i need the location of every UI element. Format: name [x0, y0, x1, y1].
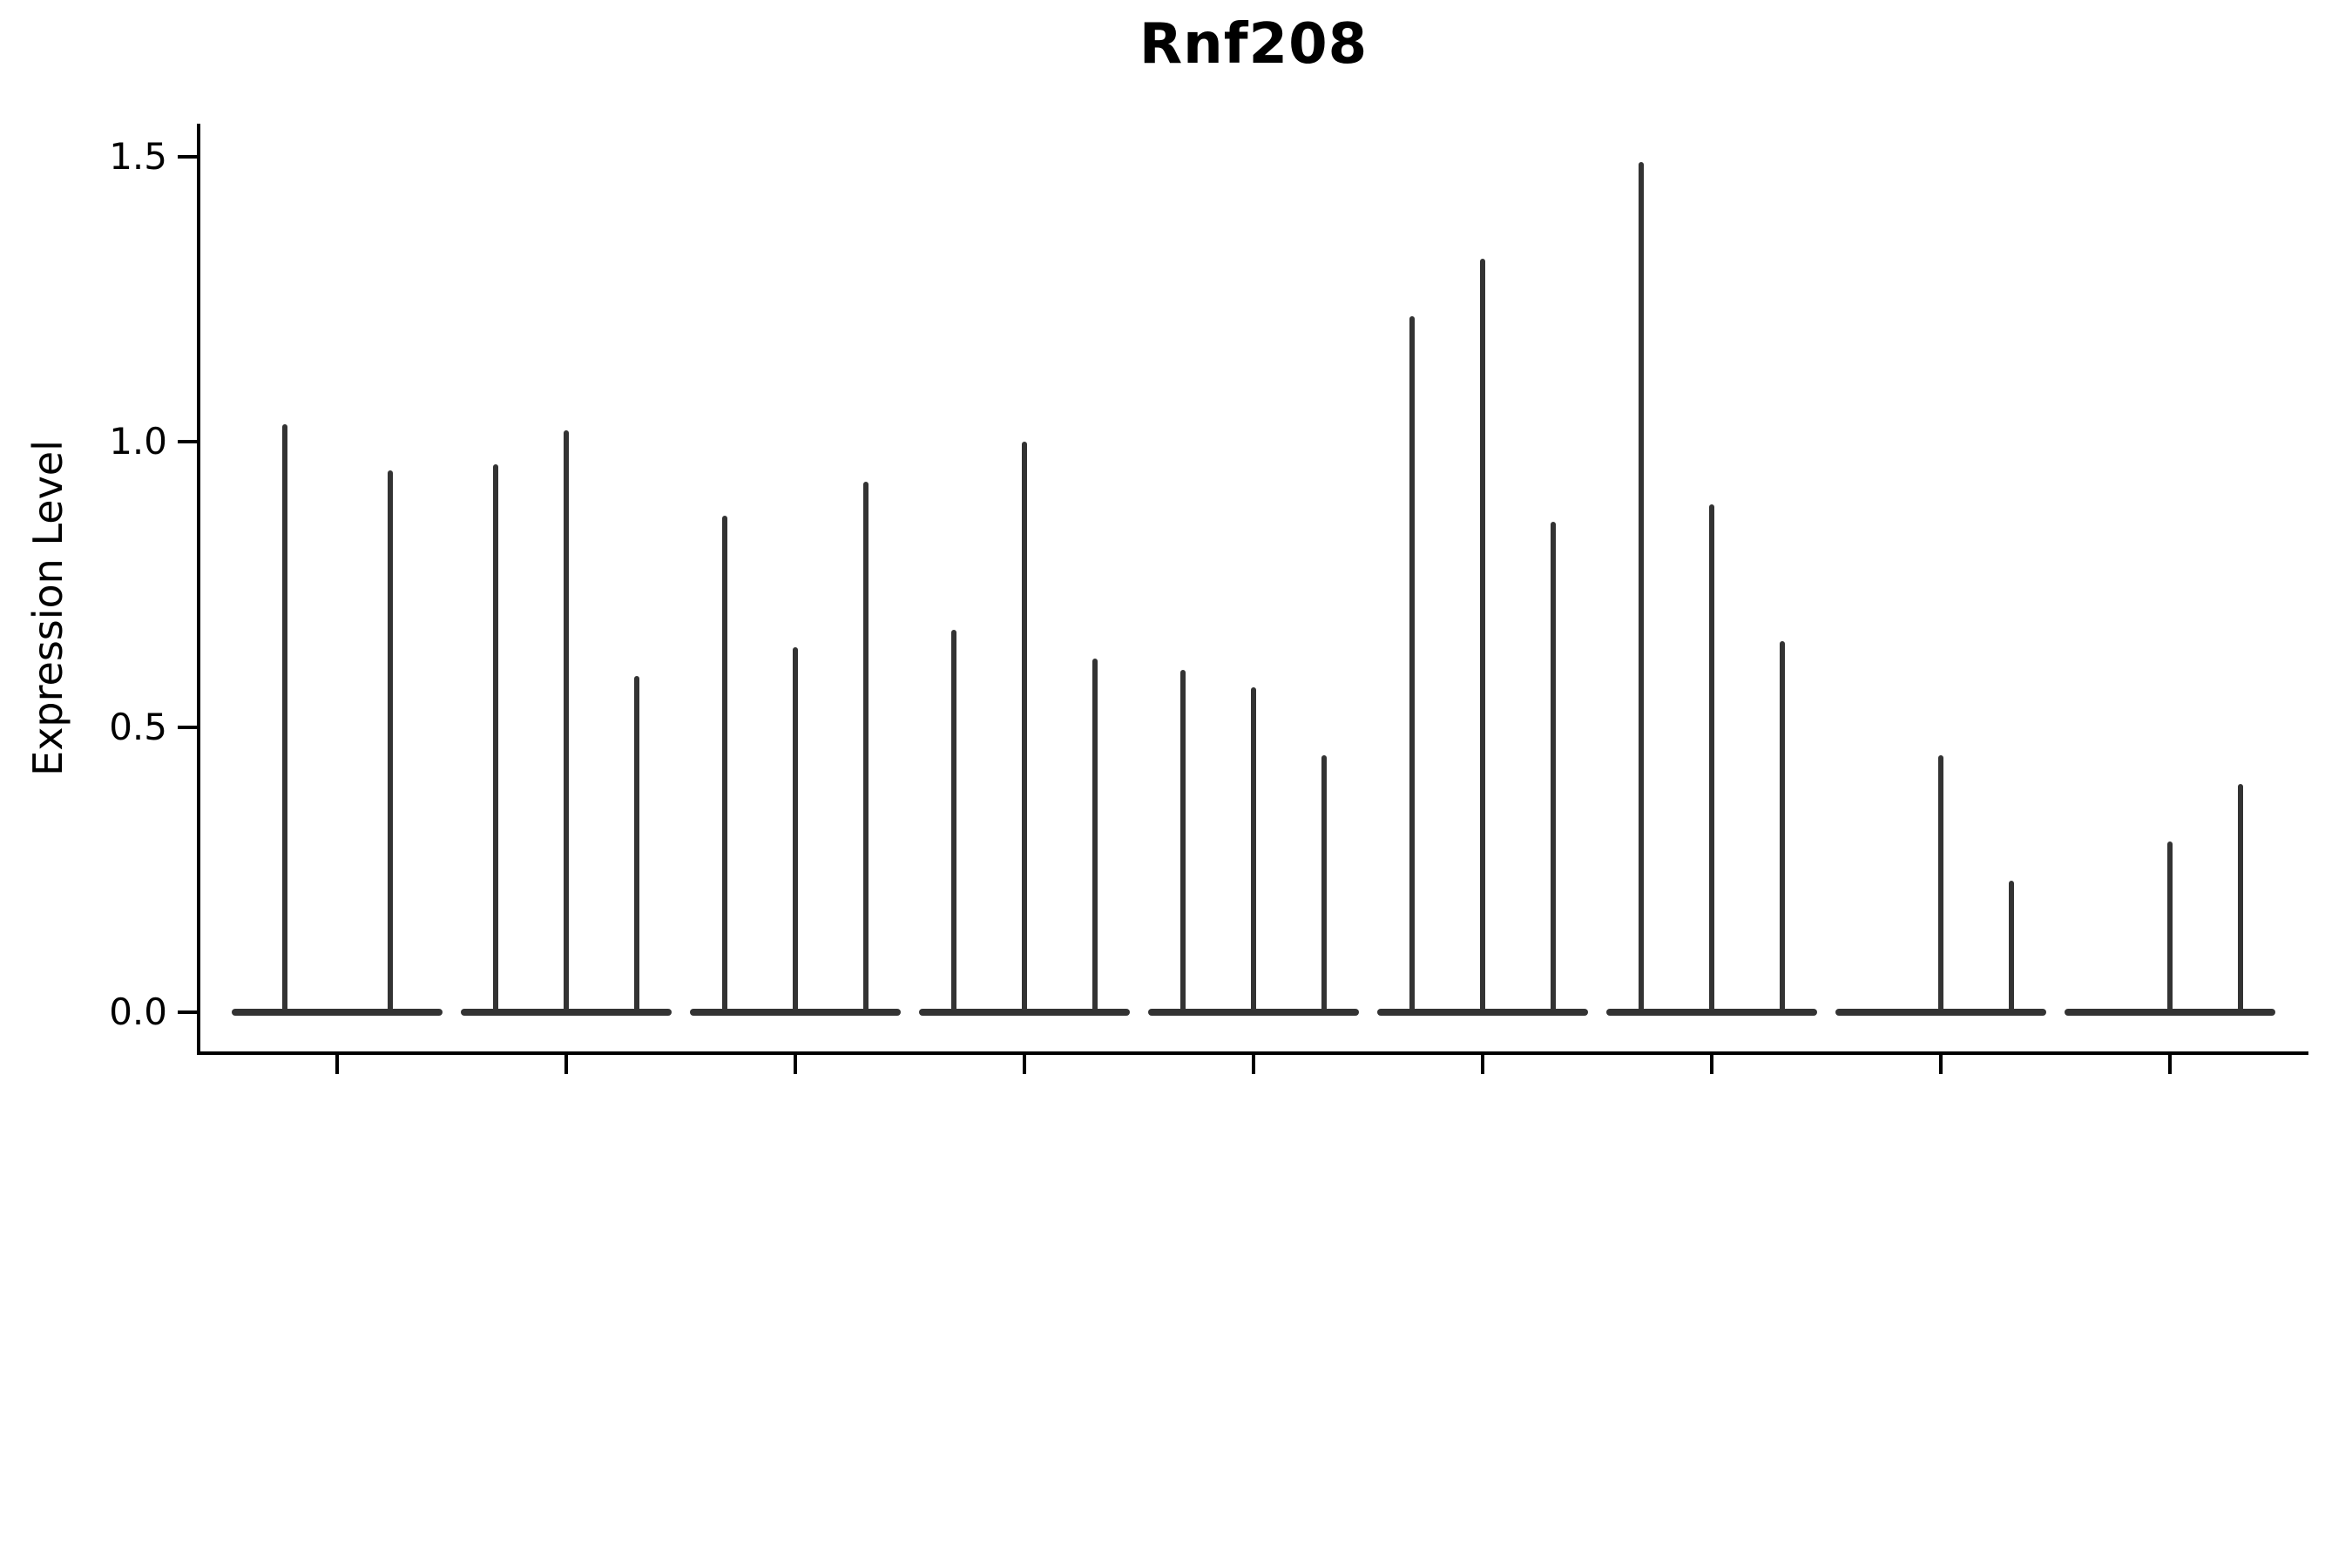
violin-spike	[1779, 641, 1785, 1016]
x-axis-spine	[197, 1051, 2308, 1055]
violin-spike	[2008, 881, 2014, 1016]
y-tick	[178, 440, 197, 443]
y-tick	[178, 1010, 197, 1014]
violin-spike	[281, 424, 287, 1016]
violin-spike	[1550, 521, 1556, 1016]
violin-body	[232, 1009, 443, 1016]
violin-spike	[1321, 755, 1327, 1016]
violin-spike	[1022, 442, 1027, 1016]
plot-title: Rnf208	[1139, 12, 1369, 77]
y-tick-label: 1.0	[109, 420, 167, 463]
x-tick	[1252, 1055, 1255, 1074]
violin-spike	[1180, 670, 1186, 1016]
y-tick	[178, 154, 197, 159]
x-tick	[335, 1055, 339, 1074]
violin-spike	[793, 646, 798, 1016]
x-tick	[794, 1055, 797, 1074]
y-tick-label: 0.5	[109, 705, 167, 748]
x-tick	[1939, 1055, 1943, 1074]
violin-spike	[387, 470, 393, 1016]
violin-spike	[1709, 504, 1714, 1016]
x-tick	[1023, 1055, 1026, 1074]
x-tick	[1481, 1055, 1484, 1074]
y-tick	[178, 725, 197, 729]
violin-spike	[1251, 686, 1256, 1016]
violin-spike	[633, 675, 639, 1016]
x-tick	[1710, 1055, 1713, 1074]
violin-spike	[862, 481, 868, 1016]
violin-spike	[951, 630, 957, 1016]
violin-spike	[2237, 784, 2243, 1016]
violin-spike	[2167, 841, 2173, 1016]
violin-spike	[1409, 315, 1416, 1016]
violin-spike	[1092, 658, 1098, 1016]
violin-spike	[1938, 755, 1943, 1016]
violin-spike	[722, 516, 728, 1016]
violin-spike	[493, 464, 499, 1016]
violin-spike	[1639, 162, 1645, 1016]
y-axis-spine	[197, 124, 200, 1055]
violin-spike	[1480, 259, 1485, 1016]
x-tick	[564, 1055, 568, 1074]
x-tick	[2168, 1055, 2172, 1074]
violin-spike	[564, 429, 569, 1016]
y-tick-label: 1.5	[109, 134, 167, 178]
y-tick-label: 0.0	[109, 990, 167, 1033]
